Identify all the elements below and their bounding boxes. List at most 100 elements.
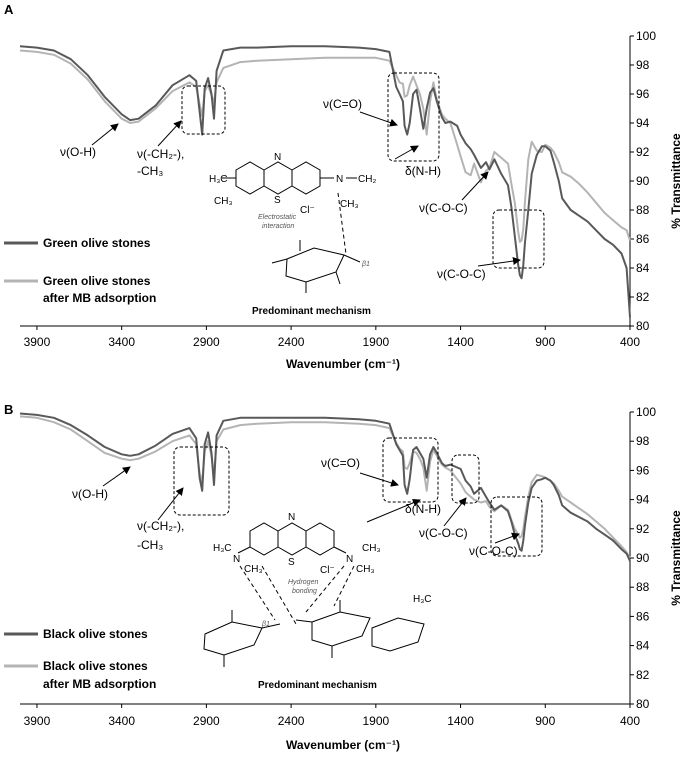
annotation-ch2-b: ν(-CH₂-), (137, 519, 184, 533)
y-tick-label: 80 (636, 697, 650, 711)
arrow-co-b (359, 472, 399, 487)
y-tick-label: 94 (636, 116, 650, 130)
highlight-box-ch-b (173, 446, 230, 516)
legend-label-b1: Black olive stones (43, 627, 148, 641)
series-lines-b (19, 412, 631, 562)
interaction-label-b2: bonding (292, 588, 317, 595)
arrow-ch-a (157, 120, 182, 147)
y-tick-label: 94 (636, 493, 650, 507)
x-tick-label: 1900 (362, 714, 389, 728)
y-tick-label: 80 (636, 319, 650, 333)
x-tick-label: 900 (535, 335, 555, 349)
sugar-ring-a (271, 240, 361, 293)
arrow-ch-b (157, 487, 184, 521)
mb-ring-left-a (235, 161, 265, 195)
legend-label-a1: Green olive stones (43, 236, 151, 250)
group-n2-b: N (346, 554, 353, 565)
arrow-coc2-b (494, 532, 520, 544)
hbond-lines-b (239, 565, 355, 625)
mb-ring-right-a (291, 161, 321, 195)
series-line-1 (19, 412, 631, 562)
annotation-ch3-b: -CH₃ (137, 538, 163, 552)
sugar-beta-b: β1 (261, 621, 270, 628)
x-tick-label: 1400 (447, 335, 474, 349)
y-tick-label: 88 (636, 580, 650, 594)
y-tick-label: 96 (636, 87, 650, 101)
legend-label-b2-line1: Black olive stones (43, 659, 148, 673)
mechanism-inset-a: N S H₃C CH₃ N CH₂ CH₃ Cl⁻ Electrostatic … (209, 152, 376, 317)
group-h3c-right-b: H₃C (413, 594, 432, 605)
group-h3c-a: H₃C (209, 174, 228, 185)
x-axis-title-b: Wavenumber (cm⁻¹) (286, 738, 400, 752)
group-nplus-a: N (336, 174, 343, 185)
series-line-2 (19, 415, 631, 559)
group-ch3-right2-b: CH₃ (356, 564, 375, 575)
atom-n-a: N (274, 152, 281, 163)
y-tick-label: 96 (636, 463, 650, 477)
atom-s-b: S (288, 557, 295, 568)
cellulose-rings-b (203, 600, 425, 667)
annotation-oh-a: ν(O-H) (60, 145, 96, 159)
interaction-label-a2: interaction (262, 223, 294, 230)
mb-ring-center-a (263, 161, 293, 195)
annotation-co-a: ν(C=O) (323, 97, 362, 111)
arrow-co-a (359, 111, 398, 127)
x-tick-label: 1400 (447, 714, 474, 728)
group-ch2-a: CH₂ (358, 174, 376, 185)
counter-ion-b: Cl⁻ (320, 565, 335, 576)
interaction-label-a1: Electrostatic (258, 214, 297, 221)
arrow-oh-a (91, 123, 119, 146)
interaction-label-b1: Hydrogen (288, 579, 318, 586)
series-line-2 (19, 49, 631, 243)
annotation-ch2-a: ν(-CH₂-), (137, 147, 184, 161)
interaction-line-a (337, 192, 347, 255)
sugar-beta-a: β1 (361, 261, 370, 268)
y-tick-label: 92 (636, 522, 650, 536)
x-tick-label: 2900 (193, 714, 220, 728)
panel-a: A 80 82 84 86 88 90 92 94 96 98 100 3900 3400 2900 24… (4, 2, 683, 371)
y-tick-label: 82 (636, 668, 650, 682)
annotation-co-b: ν(C=O) (321, 456, 360, 470)
x-tick-label: 1900 (362, 335, 389, 349)
y-tick-label: 86 (636, 232, 650, 246)
y-tick-label: 98 (636, 434, 650, 448)
x-tick-label: 3900 (24, 335, 51, 349)
x-tick-label: 400 (620, 335, 640, 349)
mechanism-label-a: Predominant mechanism (252, 306, 371, 317)
x-tick-label: 2900 (193, 335, 220, 349)
y-tick-label: 90 (636, 551, 650, 565)
y-tick-label: 100 (636, 405, 656, 419)
legend-label-a2-line2: after MB adsorption (43, 291, 156, 305)
x-tick-label: 900 (535, 714, 555, 728)
atom-n-b: N (288, 512, 295, 523)
highlight-box-coc2-b (490, 496, 543, 557)
x-ticks-a: 3900 3400 2900 2400 1900 1400 900 400 (24, 326, 640, 349)
highlight-box-ch-a (181, 85, 226, 135)
x-tick-label: 2400 (278, 714, 305, 728)
annotation-oh-b: ν(O-H) (72, 487, 108, 501)
arrow-coc1-a (461, 171, 489, 201)
counter-ion-a: Cl⁻ (300, 205, 315, 216)
y-tick-label: 86 (636, 609, 650, 623)
x-tick-label: 2400 (278, 335, 305, 349)
arrow-nh-a (394, 145, 419, 160)
series-line-1 (19, 45, 631, 318)
y-tick-label: 84 (636, 261, 650, 275)
arrow-oh-b (102, 466, 131, 487)
annotation-coc1-b: ν(C-O-C) (419, 526, 468, 540)
highlight-box-co-a (387, 72, 440, 162)
annotation-coc2-a: ν(C-O-C) (437, 267, 486, 281)
y-tick-label: 100 (636, 29, 656, 43)
mechanism-label-b: Predominant mechanism (258, 680, 377, 691)
x-tick-label: 3400 (108, 335, 135, 349)
arrow-coc2-a (477, 257, 521, 267)
x-tick-label: 3900 (24, 714, 51, 728)
group-ch3-right-a: CH₃ (340, 199, 359, 210)
legend-label-a2-line1: Green olive stones (43, 274, 151, 288)
group-h3c-b: H₃C (213, 543, 232, 554)
y-ticks-b: 80 82 84 86 88 90 92 94 96 98 100 (630, 405, 656, 711)
annotation-coc1-a: ν(C-O-C) (419, 201, 468, 215)
arrow-coc1-b (443, 497, 467, 527)
mechanism-inset-b: N S H₃C N CH₃ N CH₃ CH₃ Cl⁻ Hydrogen bon… (203, 512, 432, 691)
x-tick-label: 400 (620, 714, 640, 728)
